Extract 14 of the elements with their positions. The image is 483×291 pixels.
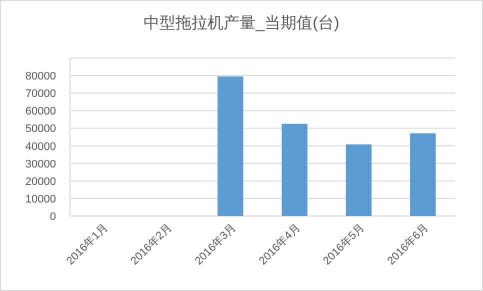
y-tick-label: 30000 (25, 158, 56, 170)
bar (346, 144, 372, 216)
y-tick-label: 70000 (25, 88, 56, 100)
y-tick-label: 50000 (25, 123, 56, 136)
y-tick-label: 40000 (25, 140, 56, 153)
y-tick-label: 10000 (25, 193, 56, 206)
bar (218, 76, 244, 216)
bar (410, 133, 436, 216)
y-tick-label: 20000 (25, 176, 56, 188)
y-tick-label: 80000 (25, 70, 56, 83)
chart-title: 中型拖拉机产量_当期值(台) (144, 14, 340, 32)
bar (282, 124, 308, 216)
y-tick-label: 60000 (25, 106, 56, 118)
y-tick-label: 0 (50, 211, 56, 223)
